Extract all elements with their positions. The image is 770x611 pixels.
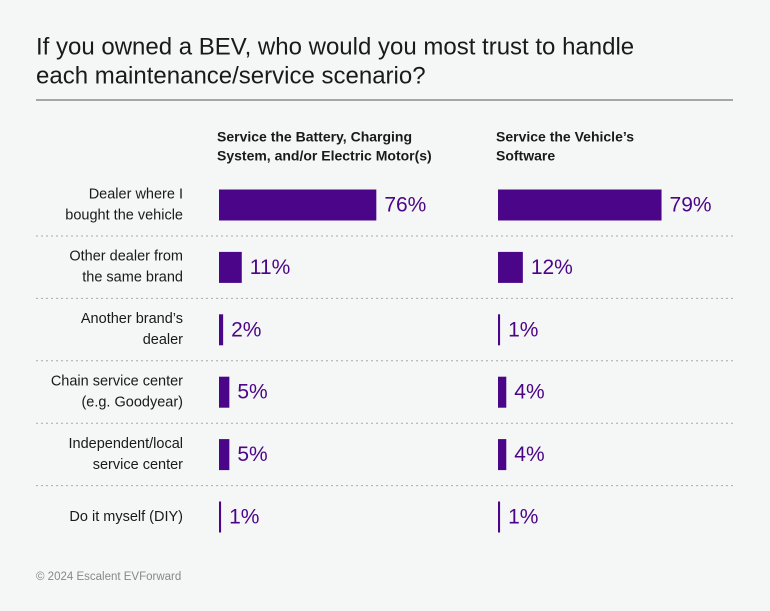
bar [219, 189, 377, 221]
chart-title: If you owned a BEV, who would you most t… [36, 33, 634, 60]
value-label: 5% [237, 381, 267, 404]
value-label: 1% [508, 318, 538, 341]
bar [498, 439, 507, 471]
panel-header: Service the Battery, Charging [217, 129, 412, 145]
category-label: Independent/local [69, 436, 184, 452]
bar [219, 251, 242, 283]
category-label: (e.g. Goodyear) [81, 395, 183, 411]
value-label: 1% [229, 506, 259, 529]
value-label: 4% [514, 443, 544, 466]
value-label: 76% [384, 194, 426, 217]
value-label: 79% [670, 194, 712, 217]
panel-header: Software [496, 148, 555, 164]
category-label: service center [93, 457, 183, 473]
category-label: Another brand’s [81, 311, 183, 327]
bar [219, 501, 222, 533]
bar [219, 439, 230, 471]
footer: © 2024 Escalent EVForward [36, 571, 181, 583]
value-label: 1% [508, 506, 538, 529]
value-label: 2% [231, 318, 261, 341]
panel-header: Service the Vehicle’s [496, 129, 634, 145]
category-label: dealer [143, 332, 183, 348]
category-label: bought the vehicle [65, 207, 183, 223]
value-label: 5% [237, 443, 267, 466]
category-label: Do it myself (DIY) [69, 509, 183, 525]
value-label: 11% [250, 256, 290, 279]
bar [498, 251, 523, 283]
bar [219, 376, 230, 408]
category-label: Dealer where I [89, 186, 183, 202]
chart-title: each maintenance/service scenario? [36, 62, 426, 89]
category-label: Other dealer from [69, 249, 183, 265]
bar [498, 314, 501, 346]
bar [498, 376, 507, 408]
bar [219, 314, 224, 346]
bar [498, 189, 662, 221]
value-label: 12% [531, 256, 573, 279]
bar [498, 501, 501, 533]
value-label: 4% [514, 381, 544, 404]
category-label: Chain service center [51, 374, 183, 390]
category-label: the same brand [82, 270, 183, 286]
panel-header: System, and/or Electric Motor(s) [217, 148, 432, 164]
